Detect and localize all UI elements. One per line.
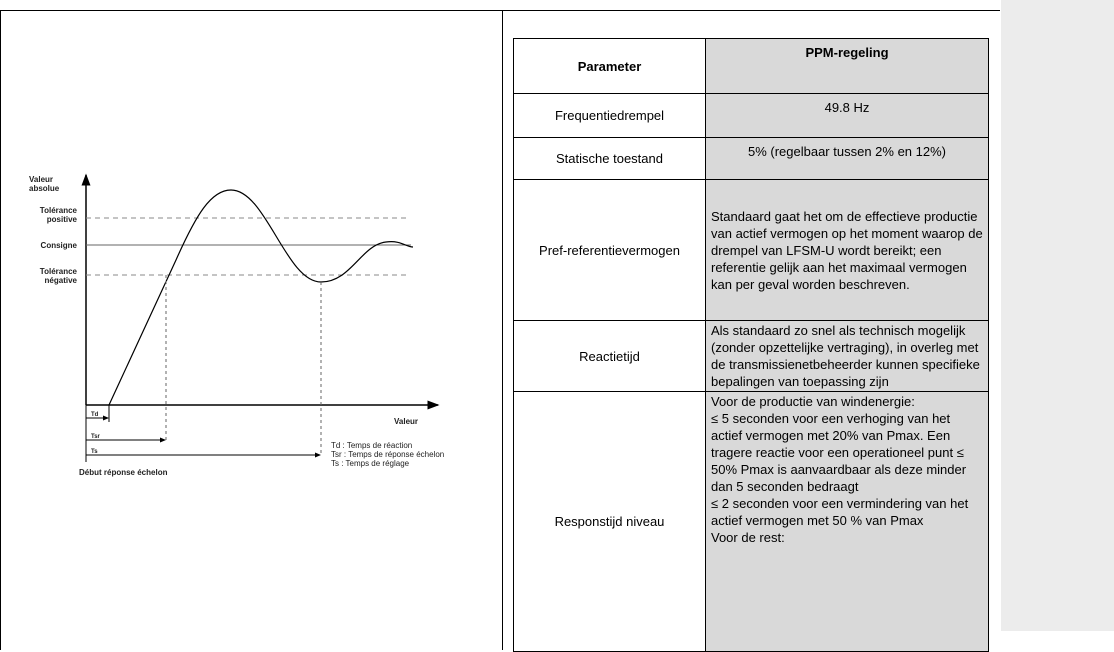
value-text: Als standaard zo snel als technisch moge… [711,323,980,389]
value-cell: Als standaard zo snel als technisch moge… [705,320,989,392]
value-cell: 49.8 Hz [705,93,989,138]
axis-label: absolue [29,184,60,193]
parameter-cell: Pref-referentievermogen [513,179,706,321]
value-text: 49.8 Hz [824,100,870,115]
level-label: Consigne [41,241,78,250]
margin [1001,0,1114,631]
parameter-cell: Responstijd niveau [513,391,706,652]
parameter-cell: Frequentiedrempel [513,93,706,138]
table-row: Statische toestand 5% (regelbaar tussen 2… [513,137,989,180]
value-text: 5% (regelbaar tussen 2% en 12%) [747,144,946,159]
value-cell: Voor de productie van windenergie: ≤ 5 se… [705,391,989,652]
value-cell: 5% (regelbaar tussen 2% en 12%) [705,137,989,180]
diagram-cell: Valeur absolue Tolérance positive Consig… [0,10,503,650]
parameter-table: Parameter PPM-regeling Frequentiedrempel… [513,38,989,652]
level-label: positive [47,215,78,224]
value-text: Standaard gaat het om de effectieve prod… [711,208,983,292]
header-row: Parameter PPM-regeling [513,38,989,94]
table-row: Pref-referentievermogen Standaard gaat he… [513,179,989,321]
response-curve [108,189,414,406]
interval-label: Td [91,412,99,418]
value-text: Voor de productie van windenergie: [711,394,915,409]
value-text: ≤ 2 seconden voor een vermindering van h… [711,496,969,528]
level-label: négative [45,276,78,285]
parameter-cell: Statische toestand [513,137,706,180]
start-label: Début réponse échelon [79,468,168,477]
level-label: Tolérance [40,206,78,215]
axis-label: Valeur [29,175,53,184]
diagram: Valeur absolue Tolérance positive Consig… [29,173,444,477]
legend: Td : Temps de réaction [331,441,412,450]
header-cell: PPM-regeling [705,38,989,94]
table-row: Reactietijd Als standaard zo snel als tec… [513,320,989,392]
legend: Tsr : Temps de réponse échelon [331,450,444,459]
interval-label: Tsr [91,434,101,440]
table-row: Frequentiedrempel 49.8 Hz [513,93,989,138]
interval-label: Ts [91,449,98,455]
value-text: Voor de rest: [711,530,785,545]
header-cell: Parameter [513,38,706,94]
value-cell: Standaard gaat het om de effectieve prod… [705,179,989,321]
legend: Ts : Temps de réglage [331,459,410,468]
frame [0,10,1000,651]
axis-label: Valeur [394,417,418,426]
parameter-cell: Reactietijd [513,320,706,392]
table-row: Responstijd niveau Voor de productie van … [513,391,989,652]
value-text: ≤ 5 seconden voor een verhoging van het … [711,411,967,494]
level-label: Tolérance [40,267,78,276]
